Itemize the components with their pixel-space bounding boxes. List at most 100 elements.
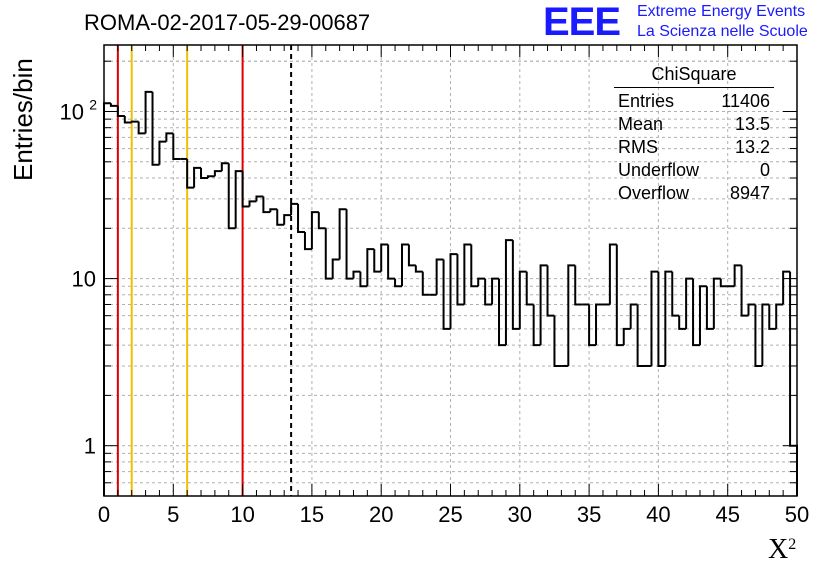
histogram-bin — [234, 170, 243, 229]
x-tick-label: 45 — [715, 502, 739, 527]
histogram-bin — [283, 214, 292, 225]
histogram-bin — [109, 103, 118, 107]
histogram-bin — [712, 277, 721, 329]
x-tick-label: 5 — [167, 502, 179, 527]
histogram-bin — [574, 265, 583, 306]
histogram-bin — [193, 166, 202, 188]
histogram-bin — [636, 304, 645, 367]
eee-logo: EEE — [543, 0, 621, 44]
histogram-bin — [380, 243, 389, 272]
y-tick-label: 1 — [84, 434, 96, 459]
histogram-bin — [678, 315, 687, 330]
run-title: ROMA-02-2017-05-29-00687 — [84, 10, 371, 35]
x-tick-label: 10 — [230, 502, 254, 527]
histogram-bin — [595, 303, 603, 346]
stats-label: Overflow — [618, 183, 690, 203]
histogram-bin — [213, 170, 222, 177]
stats-row-overflow: Overflow 8947 — [610, 182, 778, 205]
histogram-bin — [484, 278, 493, 306]
histogram-bin — [504, 239, 513, 346]
histogram-bin — [615, 244, 624, 347]
x-tick-label: 50 — [785, 502, 809, 527]
histogram-bin — [144, 90, 153, 134]
histogram-bin — [303, 232, 312, 251]
histogram-bin — [449, 253, 458, 329]
histogram-bin — [671, 271, 680, 317]
histogram-bin — [518, 270, 527, 329]
histogram-bin — [477, 277, 486, 287]
histogram-bin — [407, 244, 416, 267]
histogram-bin — [622, 327, 631, 346]
histogram-bin — [421, 271, 430, 296]
stats-label: RMS — [618, 137, 658, 157]
histogram-bin — [546, 265, 555, 317]
histogram-bin — [650, 270, 659, 366]
histogram-bin — [359, 271, 368, 288]
histogram-bin — [685, 277, 694, 329]
histogram-bin — [664, 270, 673, 366]
y-tick-label-exponent: 2 — [89, 96, 97, 112]
stats-row-rms: RMS 13.2 — [610, 136, 778, 159]
x-tick-label: 25 — [438, 502, 462, 527]
histogram-bin — [775, 303, 784, 329]
histogram-bin — [588, 304, 597, 347]
x-tick-label: 15 — [300, 502, 324, 527]
stats-title: ChiSquare — [614, 64, 774, 88]
histogram-bin — [463, 243, 472, 305]
histogram-bin — [387, 244, 396, 280]
histogram-bin — [394, 278, 402, 288]
histogram-bin — [248, 200, 257, 207]
histogram-bin — [255, 195, 264, 202]
histogram-bin — [719, 278, 728, 288]
histogram-bin — [414, 265, 423, 273]
histogram-bin — [608, 243, 617, 305]
histogram-bin — [567, 264, 576, 366]
stats-value: 8947 — [729, 183, 770, 203]
histogram-bin — [442, 259, 451, 330]
histogram-bin — [123, 115, 132, 124]
histogram-bin — [276, 209, 285, 226]
histogram-bin — [747, 303, 756, 316]
stats-label: Entries — [618, 91, 675, 111]
histogram-bin — [172, 133, 181, 160]
logo-line-1: Extreme Energy Events — [637, 3, 806, 20]
x-axis-label-base: X — [768, 534, 789, 565]
histogram-bin — [165, 132, 174, 142]
stats-value: 11406 — [721, 91, 770, 111]
histogram-bin — [733, 264, 742, 287]
histogram-bin — [539, 264, 548, 346]
y-axis-label: Entries/bin — [8, 58, 38, 181]
stats-label: Mean — [618, 114, 664, 134]
histogram-bin — [331, 258, 340, 279]
x-tick-label: 0 — [98, 502, 110, 527]
logo-line-2: La Scienza nelle Scuole — [637, 23, 808, 40]
histogram-bin — [525, 271, 534, 306]
histogram-bin — [130, 120, 139, 123]
histogram-bin — [491, 277, 500, 305]
histogram-bin — [310, 211, 319, 250]
x-axis-label: X2 — [768, 534, 796, 566]
stats-row-mean: Mean 13.5 — [610, 113, 778, 136]
x-tick-label: 35 — [577, 502, 601, 527]
histogram-bin — [317, 212, 326, 230]
histogram-bin — [338, 208, 347, 260]
stats-value: 13.5 — [734, 114, 770, 134]
histogram-bin — [768, 304, 777, 330]
histogram-bin — [158, 140, 167, 165]
histogram-bin — [200, 167, 208, 179]
histogram-bin — [373, 249, 382, 273]
histogram-bin — [761, 303, 770, 366]
histogram-bin — [782, 270, 791, 305]
histogram-bin — [470, 244, 479, 288]
y-tick-label: 10 — [72, 267, 96, 292]
histogram-bin — [186, 158, 195, 189]
histogram-bin — [629, 303, 638, 329]
histogram-bin — [241, 171, 250, 208]
histogram-bin — [740, 265, 749, 317]
histogram-bin — [345, 209, 354, 280]
histogram-bin — [324, 228, 333, 280]
histogram-bin — [692, 278, 700, 347]
x-axis-label-superscript: 2 — [788, 536, 797, 553]
histogram-bin — [532, 304, 541, 347]
